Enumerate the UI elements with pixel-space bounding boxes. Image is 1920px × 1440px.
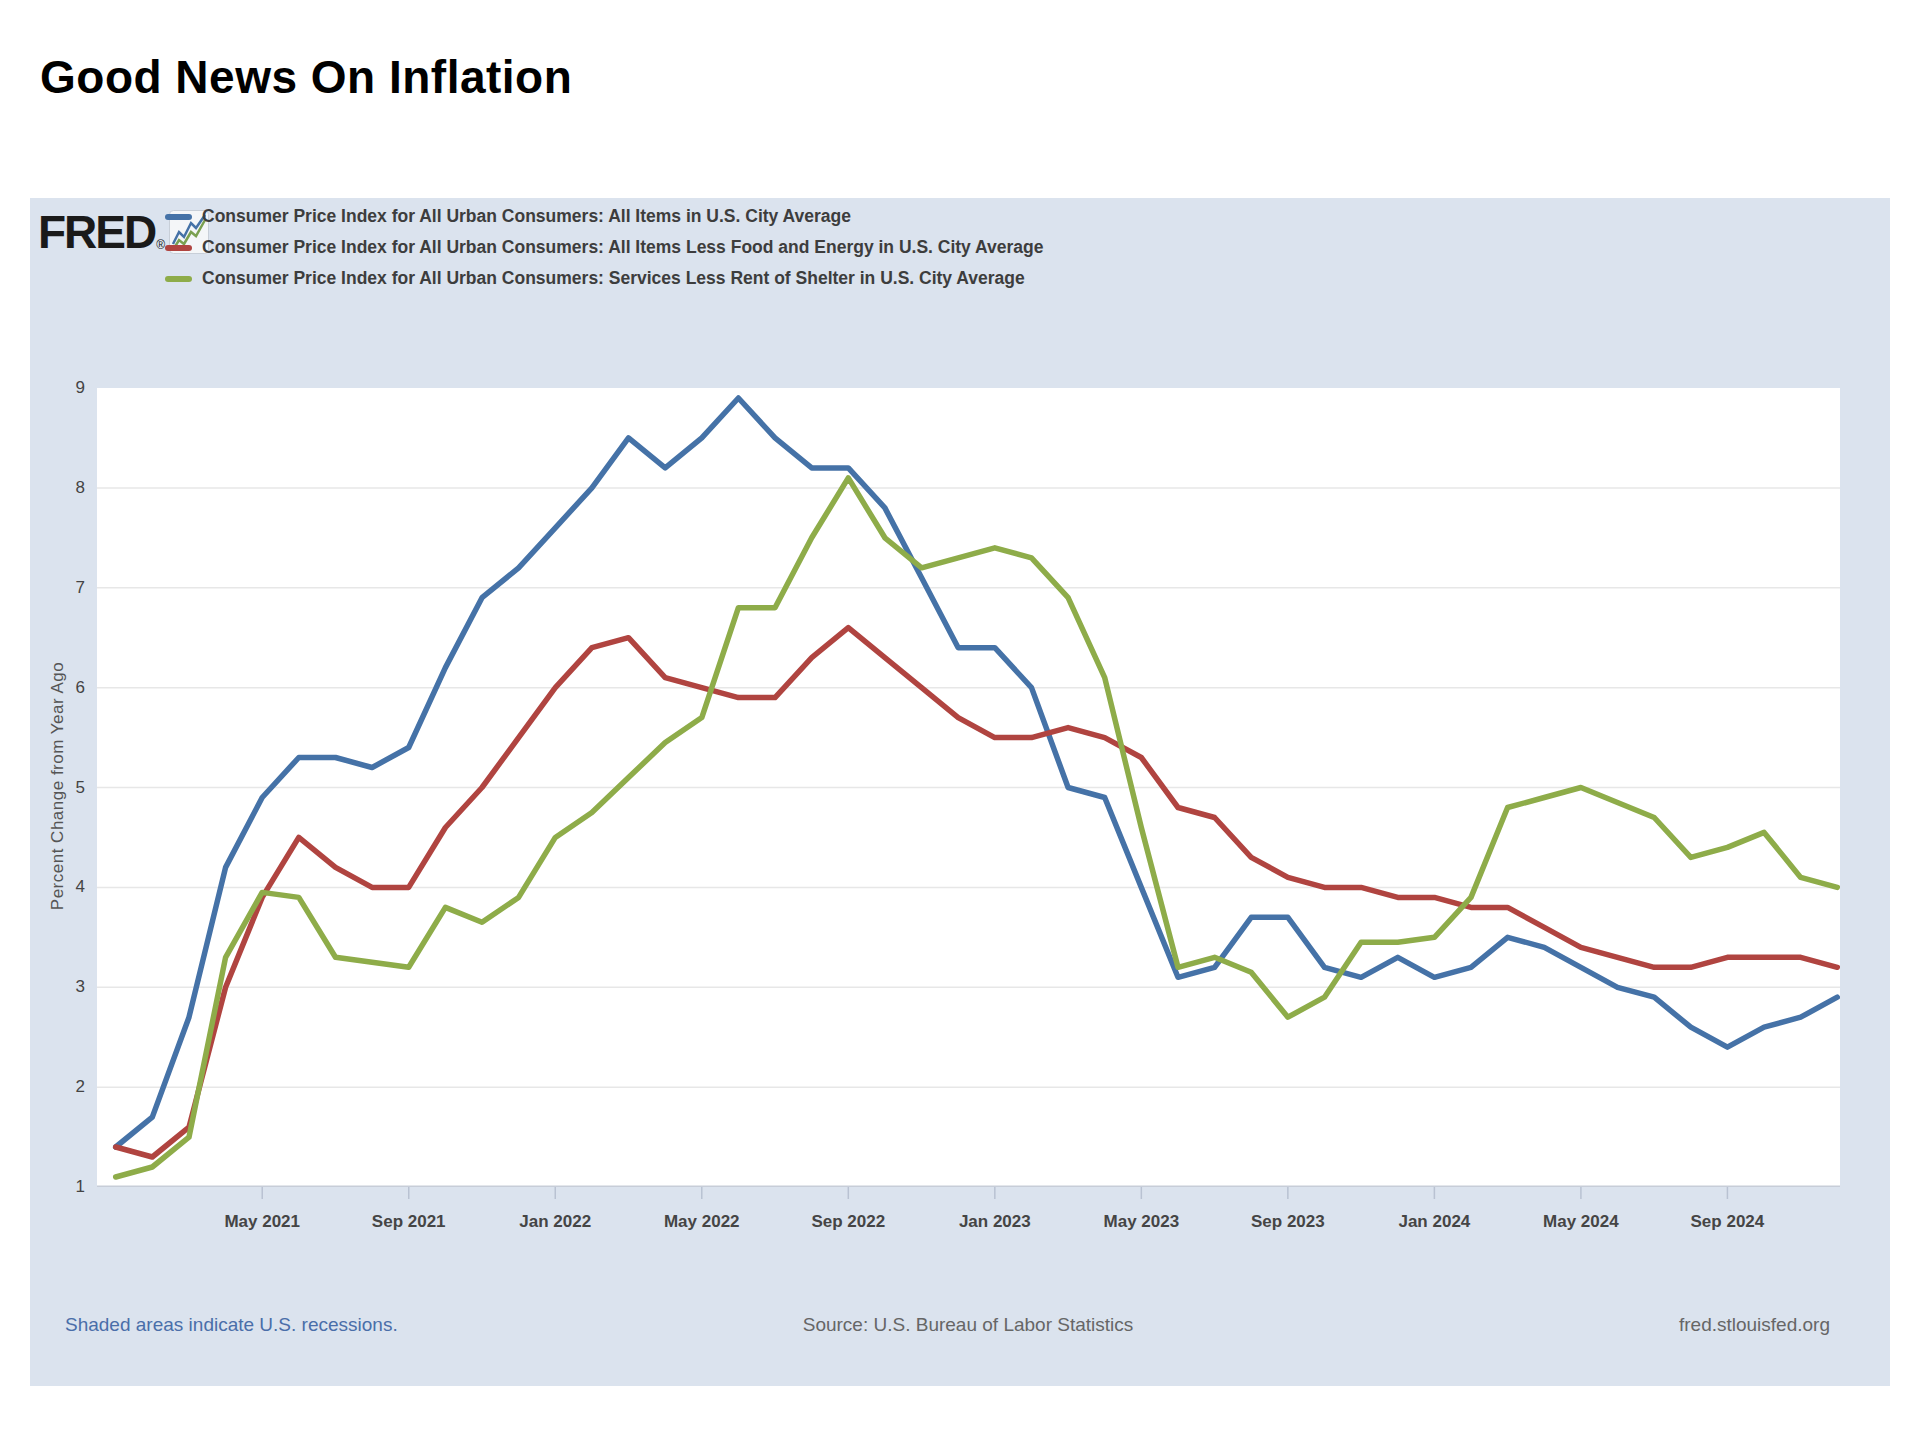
y-tick-label: 2 <box>45 1077 85 1097</box>
line-chart <box>97 388 1840 1200</box>
legend-item: Consumer Price Index for All Urban Consu… <box>165 263 1044 294</box>
x-tick-label: Sep 2023 <box>1223 1212 1353 1232</box>
legend: Consumer Price Index for All Urban Consu… <box>165 201 1044 294</box>
legend-item: Consumer Price Index for All Urban Consu… <box>165 201 1044 232</box>
y-tick-label: 9 <box>45 378 85 398</box>
legend-label: Consumer Price Index for All Urban Consu… <box>202 237 1044 258</box>
y-tick-label: 1 <box>45 1177 85 1197</box>
page-title: Good News On Inflation <box>40 50 572 104</box>
x-tick-label: May 2022 <box>637 1212 767 1232</box>
y-tick-label: 3 <box>45 977 85 997</box>
x-tick-label: Jan 2022 <box>490 1212 620 1232</box>
x-tick-label: Jan 2024 <box>1369 1212 1499 1232</box>
y-tick-label: 4 <box>45 877 85 897</box>
legend-item: Consumer Price Index for All Urban Consu… <box>165 232 1044 263</box>
fred-logo-text: FRED <box>38 205 155 259</box>
recession-note: Shaded areas indicate U.S. recessions. <box>65 1314 398 1336</box>
legend-color-dash <box>165 214 192 220</box>
x-tick-label: Sep 2022 <box>783 1212 913 1232</box>
x-tick-label: May 2023 <box>1076 1212 1206 1232</box>
y-tick-label: 7 <box>45 578 85 598</box>
legend-label: Consumer Price Index for All Urban Consu… <box>202 268 1025 289</box>
y-tick-label: 5 <box>45 778 85 798</box>
legend-color-dash <box>165 245 192 251</box>
x-tick-label: Jan 2023 <box>930 1212 1060 1232</box>
fred-chart-card: FRED® Consumer Price Index for All Urban… <box>30 198 1890 1386</box>
y-tick-label: 8 <box>45 478 85 498</box>
x-tick-label: Sep 2024 <box>1662 1212 1792 1232</box>
plot-area <box>97 388 1840 1200</box>
x-tick-label: May 2021 <box>197 1212 327 1232</box>
x-tick-label: Sep 2021 <box>344 1212 474 1232</box>
legend-label: Consumer Price Index for All Urban Consu… <box>202 206 851 227</box>
fred-url: fred.stlouisfed.org <box>1679 1314 1830 1336</box>
y-tick-label: 6 <box>45 678 85 698</box>
registered-mark: ® <box>156 238 165 252</box>
x-tick-label: May 2024 <box>1516 1212 1646 1232</box>
legend-color-dash <box>165 276 192 282</box>
